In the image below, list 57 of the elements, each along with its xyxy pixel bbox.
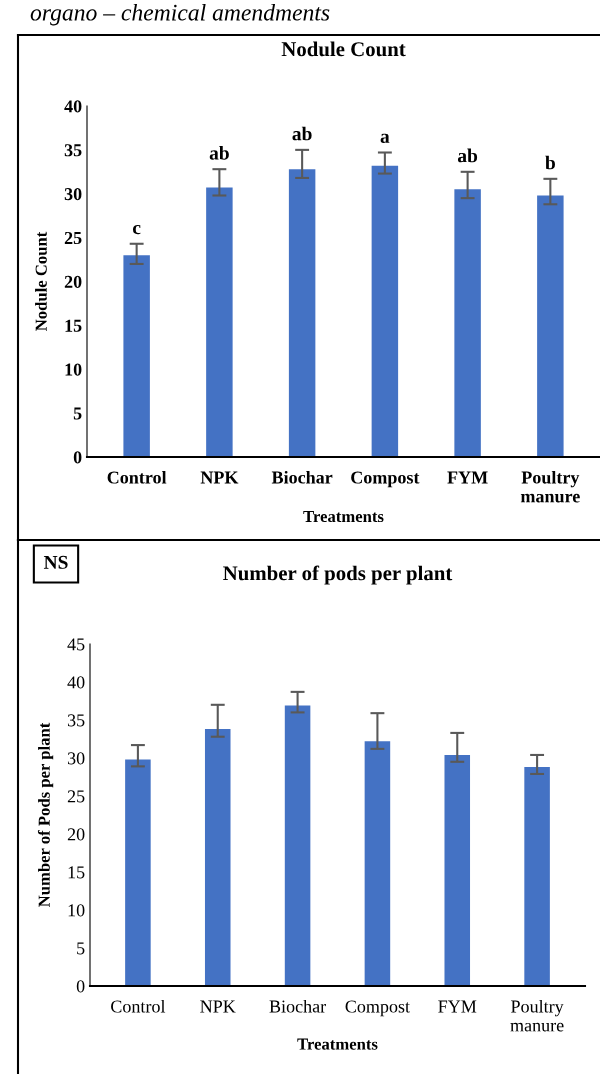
text: organo – chemical amendments: [30, 4, 330, 26]
y-tick-label: 15: [68, 866, 85, 879]
y-tick-label: 10: [65, 363, 82, 376]
y-tick-label: 5: [77, 942, 85, 955]
bar: [364, 741, 391, 986]
y-tick-label: 40: [67, 676, 85, 689]
y-tick-label: 25: [67, 790, 85, 803]
x-tick-label: Control: [107, 470, 167, 484]
text: NS: [43, 555, 68, 569]
x-axis-title: Treatments: [303, 511, 384, 523]
bar: [444, 754, 471, 986]
x-tick-label: Compost: [351, 471, 420, 488]
y-tick-label: 35: [67, 714, 85, 727]
bar: [454, 189, 481, 457]
bar: [123, 255, 150, 457]
x-tick-label: FYM: [438, 1000, 477, 1013]
y-tick-label: 20: [67, 828, 85, 841]
x-tick-label: Biochar: [271, 470, 333, 484]
y-axis-title: Nodule Count: [35, 231, 47, 331]
y-tick-label: 30: [67, 752, 85, 765]
y-axis-title: Number of Pods per plant: [37, 722, 54, 907]
y-tick-label: 20: [64, 275, 82, 288]
y-tick-label: 30: [64, 188, 82, 201]
x-tick-label: Poultry manure: [510, 999, 564, 1032]
y-tick-label: 35: [64, 144, 82, 157]
x-tick-label: NPK: [200, 1000, 236, 1013]
bar: [204, 729, 231, 986]
y-tick-label: 25: [64, 231, 82, 245]
chart-title: Nodule Count: [281, 41, 406, 57]
annotation: a: [380, 133, 390, 143]
x-tick-label: Control: [111, 999, 166, 1013]
bar: [371, 165, 399, 457]
y-tick-label: 10: [68, 904, 85, 917]
y-tick-label: 0: [73, 451, 82, 464]
bar: [524, 767, 550, 986]
bar: [284, 705, 311, 986]
bar: [206, 187, 233, 457]
x-tick-label: NPK: [200, 471, 239, 484]
annotation: c: [132, 224, 141, 235]
y-tick-label: 40: [64, 100, 82, 113]
x-axis-title: Treatments: [297, 1038, 378, 1050]
annotation: b: [545, 155, 555, 170]
x-tick-label: Biochar: [269, 999, 326, 1013]
bar: [288, 169, 316, 457]
annotation: ab: [457, 148, 478, 163]
annotation: ab: [209, 145, 229, 160]
x-tick-label: Compost: [345, 1000, 410, 1017]
chart-title: Number of pods per plant: [223, 565, 453, 585]
bar: [125, 759, 151, 986]
y-tick-label: 5: [73, 407, 82, 420]
annotation: ab: [292, 126, 312, 141]
y-tick-label: 0: [76, 980, 85, 993]
x-tick-label: Poultry manure: [520, 470, 580, 503]
x-tick-label: FYM: [447, 471, 488, 484]
y-tick-label: 15: [65, 319, 82, 332]
y-tick-label: 45: [67, 638, 85, 651]
bar: [537, 195, 564, 457]
